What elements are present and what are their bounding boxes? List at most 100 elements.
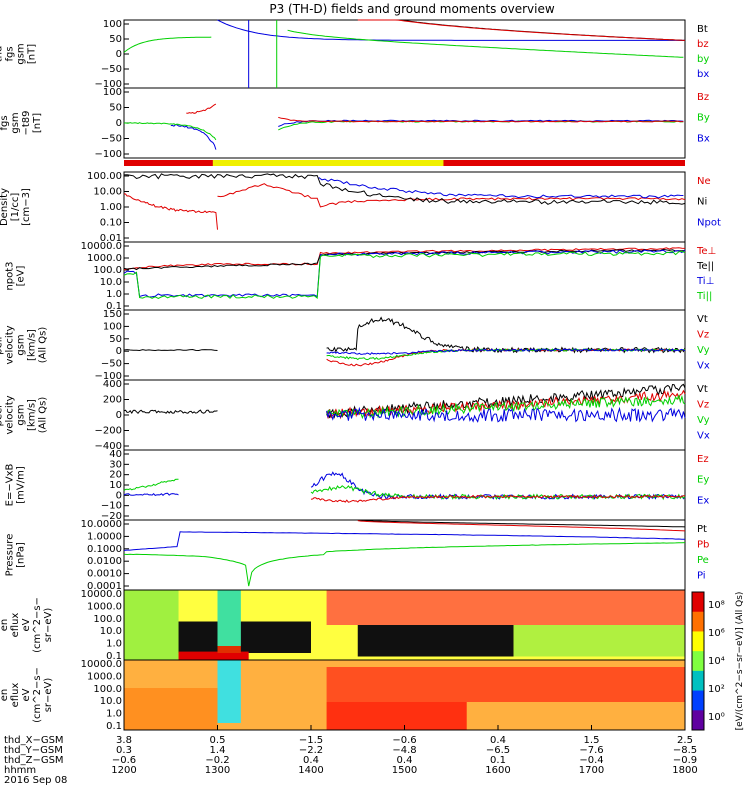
legend-entry: bz — [697, 39, 709, 50]
ytick-label: 10.0 — [100, 277, 122, 288]
panel-ylabel: npot3[eV] — [5, 261, 27, 290]
legend-entry: Npot — [697, 217, 721, 228]
ylabel-line: eflux — [10, 683, 21, 708]
panel-frame — [124, 520, 685, 590]
legend-entry: bx — [697, 69, 709, 80]
orbit-bar-yellow — [213, 160, 444, 166]
series-Vt — [124, 410, 218, 413]
ylabel-line: gsm — [16, 43, 27, 64]
ylabel-line: [km/s] — [27, 329, 38, 361]
panel-p7: E=−VxB[mV/m] 403020100−10−20 Ez Ey Ex — [5, 449, 710, 522]
panel-ylabel: thdpeervelocitygsm[km/s](All Qs) — [0, 395, 49, 434]
colorbar-label: 10⁴ — [708, 656, 725, 667]
series-by-b — [288, 30, 684, 57]
legend-entry: Vx — [697, 431, 710, 442]
panel-frame — [124, 20, 685, 88]
ytick-label: 100 — [103, 87, 122, 98]
ytick-label: 10.0 — [100, 626, 122, 637]
legend-entry: Vt — [697, 384, 708, 395]
series-Ey — [124, 479, 179, 490]
series-Ne-b — [218, 184, 686, 207]
ylabel-line: [nPa] — [16, 542, 27, 568]
legend-entry: Ne — [697, 176, 711, 187]
ytick-label: 0.1000 — [87, 544, 122, 555]
colorbar-segment — [692, 671, 704, 691]
ytick-label: 0.10 — [100, 218, 122, 229]
series-Pi — [124, 532, 685, 551]
colorbar-title: [eV/(cm^2−s−sr−eV)] (All Qs) — [735, 592, 745, 731]
legend-entry: Ti|| — [696, 291, 712, 302]
panel-ylabel: thdpeirenefluxeV(cm^2−s−sr−eV) — [0, 597, 54, 653]
xtick-label: 1400 — [298, 765, 323, 776]
ytick-label: −50 — [101, 64, 122, 75]
legend-entry: Bz — [697, 92, 709, 103]
legend-entry: Vy — [697, 415, 710, 426]
panel-p2: thdfgsgsm−t89[nT]100500−50−100BzByBx — [0, 87, 710, 160]
ylabel-line: −t89 — [21, 110, 32, 135]
ytick-label: 10.0 — [100, 696, 122, 707]
ylabel-line: fgs — [5, 46, 16, 61]
ytick-label: 0 — [116, 346, 122, 357]
legend-entry: Ex — [697, 495, 709, 506]
colorbar-segment — [692, 691, 704, 711]
ytick-label: 10000.0 — [81, 659, 122, 670]
ytick-label: 1000.0 — [87, 601, 122, 612]
ytick-label: 100.0 — [93, 614, 122, 625]
panel-ylabel: thdfgsgsm−t89[nT] — [0, 110, 43, 135]
ytick-label: 100 — [103, 19, 122, 30]
panel-p3: Density[1/cc][cm−3]100.0010.001.000.100.… — [0, 171, 721, 244]
ylabel-line: eV — [21, 688, 32, 701]
xtick-label: 1800 — [672, 765, 697, 776]
ytick-label: 50 — [109, 334, 122, 345]
ytick-label: 0.0100 — [87, 556, 122, 567]
legend-entry: Pe — [697, 555, 709, 566]
ytick-label: 1.0 — [106, 709, 122, 720]
legend-entry: Bx — [697, 133, 710, 144]
panel-p5: thdpeirvelocitygsm[km/s](All Qs) 150100 50… — [0, 309, 710, 382]
legend-entry: Pb — [697, 540, 709, 551]
orbit-region-bar — [124, 160, 685, 166]
spectrogram-cell — [327, 702, 467, 730]
colorbar-label: 10⁰ — [708, 712, 725, 723]
ytick-label: 1000.0 — [87, 253, 122, 264]
ytick-label: 1000.0 — [87, 671, 122, 682]
series-Tipar — [124, 251, 685, 298]
colorbar-label: 10⁸ — [708, 600, 725, 611]
panel-frame — [124, 172, 685, 242]
legend-entry: Pt — [697, 524, 707, 535]
spectrogram-cell — [218, 590, 241, 646]
ytick-label: 10.0000 — [81, 519, 122, 530]
ytick-label: 200 — [103, 395, 122, 406]
xtick-label: 1600 — [485, 765, 510, 776]
ylabel-line: [nT] — [27, 44, 38, 64]
legend-entry: Vy — [697, 345, 710, 356]
ytick-label: 1.0000 — [87, 531, 122, 542]
ytick-label: 50 — [109, 103, 122, 114]
ylabel-line: (All Qs) — [38, 397, 49, 434]
ytick-label: 0 — [116, 118, 122, 129]
ylabel-line: gsm — [16, 404, 27, 425]
series-Vt-b — [327, 318, 685, 353]
spectrogram-cell — [358, 625, 514, 657]
ytick-label: 0 — [116, 410, 122, 421]
spectrogram-cell — [179, 622, 311, 654]
ytick-label: 100.0 — [93, 265, 122, 276]
ylabel-line: eV — [21, 618, 32, 631]
legend-entry: Ni — [697, 197, 707, 208]
spectrogram-cell — [467, 702, 685, 730]
colorbar-segment — [692, 710, 704, 730]
series-Pe — [124, 543, 685, 587]
xtick-label: 1700 — [579, 765, 604, 776]
legend-entry: Ez — [697, 454, 709, 465]
ylabel-line: [cm−3] — [21, 188, 32, 226]
ytick-label: 100.0 — [93, 684, 122, 695]
panel-ylabel: thdfgsgsm[nT] — [0, 43, 38, 64]
ylabel-line: [nT] — [32, 113, 43, 133]
legend-entry: Te⊥ — [696, 246, 716, 257]
colorbar-segment — [692, 631, 704, 651]
ylabel-line: Density — [0, 188, 10, 226]
panel-ylabel: thdpeerenefluxeV(cm^2−s−sr−eV) — [0, 667, 54, 723]
ylabel-line: [km/s] — [27, 399, 38, 431]
spectrogram-cell — [218, 660, 241, 723]
